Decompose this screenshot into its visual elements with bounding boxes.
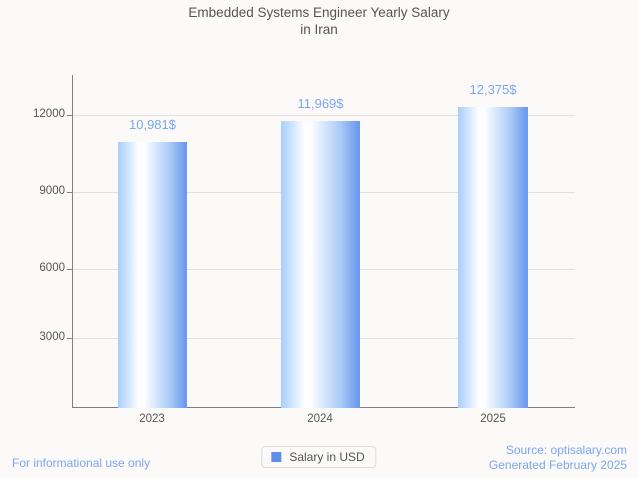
ytick-label-3000: 3000 bbox=[39, 331, 65, 343]
xtick-label-2025: 2025 bbox=[480, 413, 506, 425]
footer-disclaimer: For informational use only bbox=[12, 456, 151, 470]
tick-12000 bbox=[67, 115, 72, 116]
ytick-label-9000: 9000 bbox=[39, 185, 65, 197]
ytick-label-6000: 6000 bbox=[39, 262, 65, 274]
bar-2024[interactable]: 11,969$ bbox=[281, 96, 360, 408]
ytick-12000: 12000 bbox=[33, 108, 575, 120]
plot-area: 12000 9000 6000 3000 10,981$ 11,969$ 12,… bbox=[33, 75, 575, 425]
ytick-label-12000: 12000 bbox=[33, 108, 65, 120]
chart-title: Embedded Systems Engineer Yearly Salary … bbox=[188, 5, 450, 37]
bar-2023[interactable]: 10,981$ bbox=[118, 117, 187, 408]
ytick-6000: 6000 bbox=[39, 262, 575, 274]
tick-3000 bbox=[67, 338, 72, 339]
bar-2025[interactable]: 12,375$ bbox=[458, 82, 528, 408]
xtick-label-2024: 2024 bbox=[307, 413, 333, 425]
footer-generated: Generated February 2025 bbox=[488, 458, 627, 472]
y-axis-line bbox=[72, 75, 73, 408]
xtick-label-2023: 2023 bbox=[139, 413, 165, 425]
legend-label-salary-in-usd: Salary in USD bbox=[289, 450, 365, 464]
legend-swatch-icon bbox=[271, 452, 282, 462]
tick-9000 bbox=[67, 192, 72, 193]
footer-source: Source: optisalary.com bbox=[505, 443, 627, 457]
bar-value-2025: 12,375$ bbox=[469, 82, 517, 97]
footer-attribution: Source: optisalary.com Generated Februar… bbox=[489, 443, 627, 473]
gridline-12000 bbox=[73, 115, 575, 116]
tick-6000 bbox=[67, 269, 72, 270]
bar-value-2023: 10,981$ bbox=[129, 117, 176, 132]
ytick-3000: 3000 bbox=[39, 331, 575, 343]
chart-legend[interactable]: Salary in USD bbox=[261, 446, 377, 468]
bar-value-2024: 11,969$ bbox=[297, 96, 344, 111]
ytick-9000: 9000 bbox=[39, 185, 575, 197]
